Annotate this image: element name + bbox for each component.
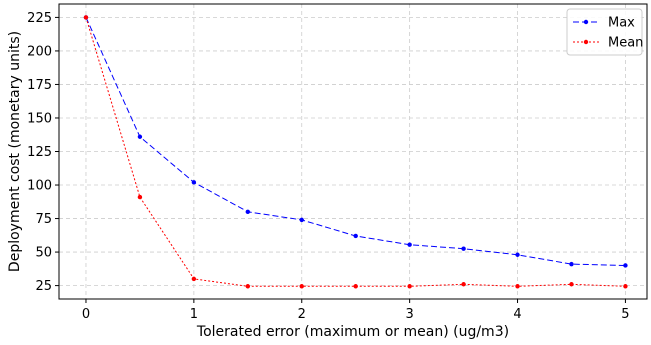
y-tick-label: 225 xyxy=(27,11,52,26)
mean-point xyxy=(569,282,574,287)
x-tick-label: 3 xyxy=(406,307,414,322)
mean-point xyxy=(137,194,143,200)
max-line xyxy=(85,17,626,266)
series-max xyxy=(83,15,628,268)
max-point xyxy=(569,261,574,267)
mean-point xyxy=(299,284,304,289)
max-point xyxy=(407,242,412,247)
max-point xyxy=(245,209,251,215)
mean-point xyxy=(191,276,197,282)
legend-mean-label: Mean xyxy=(608,36,643,51)
legend: Max Mean xyxy=(566,8,643,56)
x-tick-label: 4 xyxy=(513,307,521,322)
mean-point xyxy=(461,282,466,287)
x-axis-label: Tolerated error (maximum or mean) (ug/m3… xyxy=(196,324,509,340)
mean-point xyxy=(245,284,251,289)
series-layer xyxy=(83,15,628,289)
axis-ticks: 0 1 2 3 4 5 25 50 75 100 125 150 175 200 225 xyxy=(27,11,629,322)
mean-point xyxy=(407,284,412,289)
max-point xyxy=(461,246,466,251)
gridlines xyxy=(59,4,647,299)
x-tick-label: 2 xyxy=(298,307,306,322)
y-tick-label: 200 xyxy=(27,44,52,59)
legend-max-label: Max xyxy=(608,16,635,31)
y-tick-label: 100 xyxy=(27,179,52,194)
legend-max-marker xyxy=(583,19,589,25)
y-tick-label: 150 xyxy=(27,111,52,126)
max-point xyxy=(515,252,520,257)
mean-point xyxy=(623,284,628,289)
series-mean xyxy=(83,15,628,289)
mean-point xyxy=(515,284,520,289)
mean-line xyxy=(85,17,626,287)
y-tick-label: 75 xyxy=(35,212,52,227)
max-point xyxy=(191,180,197,185)
max-point xyxy=(299,217,304,223)
x-tick-label: 0 xyxy=(82,307,90,322)
x-tick-label: 1 xyxy=(190,307,198,322)
legend-mean-marker xyxy=(583,39,589,45)
y-tick-label: 50 xyxy=(35,246,52,261)
x-tick-label: 5 xyxy=(621,307,629,322)
max-point xyxy=(623,263,628,268)
mean-point xyxy=(83,15,89,20)
max-point xyxy=(137,134,143,139)
y-tick-label: 25 xyxy=(35,279,52,294)
y-tick-label: 175 xyxy=(27,78,52,93)
y-tick-label: 125 xyxy=(27,145,52,160)
max-point xyxy=(353,233,358,239)
mean-point xyxy=(353,284,358,289)
y-axis-label: Deployment cost (monetary units) xyxy=(7,31,23,272)
